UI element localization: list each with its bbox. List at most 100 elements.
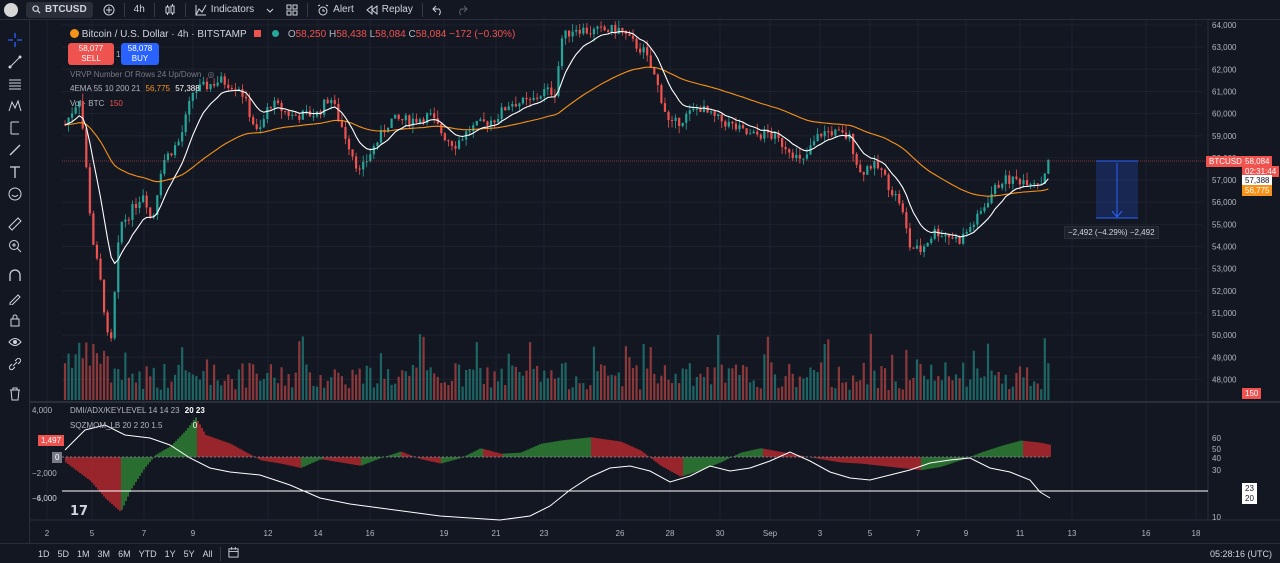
candle-body bbox=[440, 123, 443, 134]
sqzmom-bar bbox=[315, 457, 317, 462]
symbol-search-button[interactable]: BTCUSD bbox=[26, 1, 93, 18]
volume-bar bbox=[241, 363, 244, 400]
buy-button[interactable]: 58,078 BUY bbox=[121, 43, 159, 65]
zoom-tool[interactable] bbox=[7, 238, 23, 254]
volume-bar bbox=[81, 358, 84, 400]
volume-bar bbox=[773, 374, 777, 400]
sqzmom-bar bbox=[377, 457, 379, 460]
range-5d[interactable]: 5D bbox=[57, 548, 70, 559]
sqzmom-bar bbox=[249, 454, 251, 457]
chart-area[interactable]: 64,000 63,000 62,000 61,000 60,000 59,000 58,0… bbox=[30, 20, 1280, 543]
sqzmom-legend[interactable]: SQZMOM_LB 20 2 20 1.5 0 bbox=[70, 421, 197, 430]
candle-body bbox=[781, 138, 784, 147]
ema-fast-badge: 57,388 bbox=[1242, 175, 1273, 186]
volume-bar bbox=[266, 372, 269, 400]
sqzmom-bar bbox=[719, 457, 721, 463]
ruler-tool[interactable] bbox=[7, 216, 23, 232]
candle-body bbox=[390, 118, 393, 128]
dmi-legend[interactable]: DMI/ADX/KEYLEVEL 14 14 23 20 23 bbox=[70, 406, 205, 415]
text-tool[interactable] bbox=[7, 164, 23, 180]
range-5y[interactable]: 5Y bbox=[183, 548, 195, 559]
range-1y[interactable]: 1Y bbox=[164, 548, 176, 559]
candle-body bbox=[702, 105, 706, 112]
sqzmom-bar bbox=[167, 447, 169, 457]
trend-line-tool[interactable] bbox=[7, 54, 23, 70]
pattern-tool[interactable] bbox=[7, 98, 23, 114]
sqzmom-bar bbox=[277, 457, 279, 464]
sqzmom-bar bbox=[79, 457, 81, 473]
keep-drawing-tool[interactable] bbox=[7, 290, 23, 306]
lock-tool[interactable] bbox=[7, 312, 23, 328]
chart-type-button[interactable] bbox=[158, 0, 182, 20]
redo-button[interactable] bbox=[450, 0, 474, 20]
link-tool[interactable] bbox=[7, 356, 23, 372]
sqzmom-bar bbox=[363, 457, 365, 465]
tradingview-logo[interactable]: 17 bbox=[70, 504, 89, 519]
candle-body bbox=[262, 119, 265, 128]
utc-clock[interactable]: 05:28:16 (UTC) bbox=[1209, 548, 1272, 559]
crosshair-tool[interactable] bbox=[7, 32, 23, 48]
price-chart-canvas[interactable]: 64,000 63,000 62,000 61,000 60,000 59,000 58,0… bbox=[30, 20, 1280, 543]
eye-off-icon[interactable]: ◎ bbox=[207, 70, 215, 79]
undo-button[interactable] bbox=[426, 0, 450, 20]
range-3m[interactable]: 3M bbox=[97, 548, 111, 559]
candle-body bbox=[74, 107, 77, 114]
interval-button[interactable]: 4h bbox=[133, 4, 145, 15]
sqzmom-bar bbox=[1041, 442, 1043, 457]
alert-button[interactable]: Alert bbox=[311, 0, 360, 20]
divider bbox=[123, 2, 125, 17]
indicators-button[interactable]: Indicators bbox=[189, 0, 260, 20]
volume-bar bbox=[351, 369, 354, 400]
candle-body bbox=[429, 113, 432, 115]
flag-icon[interactable] bbox=[254, 30, 262, 37]
range-1m[interactable]: 1M bbox=[77, 548, 90, 559]
volume-bar bbox=[408, 375, 411, 400]
delete-tool[interactable] bbox=[7, 386, 23, 402]
osc-right-axis-label: 50 bbox=[1212, 445, 1221, 454]
vrvp-legend[interactable]: VRVP Number Of Rows 24 Up/Down ◎ bbox=[70, 70, 215, 79]
candle-body bbox=[969, 226, 972, 232]
brush-tool[interactable] bbox=[7, 142, 23, 158]
volume-legend[interactable]: Vol · BTC 150 bbox=[70, 99, 123, 108]
ohlc-low-label: L bbox=[369, 29, 376, 40]
candle-body bbox=[1018, 178, 1022, 185]
sqzmom-bar bbox=[387, 455, 389, 457]
sell-button[interactable]: 58,077 SELL bbox=[68, 43, 114, 65]
sqzmom-bar bbox=[85, 457, 87, 478]
price-axis-label: 61,000 bbox=[1212, 87, 1237, 96]
replay-button[interactable]: Replay bbox=[360, 0, 419, 20]
range-1d[interactable]: 1D bbox=[38, 548, 50, 559]
candle-body bbox=[159, 173, 162, 196]
compare-button[interactable] bbox=[97, 0, 121, 20]
range-ytd[interactable]: YTD bbox=[138, 548, 157, 559]
emoji-tool[interactable] bbox=[7, 186, 23, 202]
candle-body bbox=[209, 84, 212, 90]
volume-bar bbox=[415, 367, 418, 400]
sqzmom-bar bbox=[513, 452, 515, 457]
sqzmom-bar bbox=[619, 441, 621, 457]
price-axis-label: 64,000 bbox=[1212, 21, 1237, 30]
sqzmom-bar bbox=[505, 453, 507, 457]
user-avatar[interactable] bbox=[0, 0, 22, 20]
sqzmom-bar bbox=[755, 449, 757, 457]
sqzmom-bar bbox=[353, 457, 355, 465]
sqzmom-bar bbox=[1045, 443, 1047, 457]
sqzmom-bar bbox=[109, 457, 111, 503]
forecast-tool[interactable] bbox=[7, 120, 23, 136]
sqzmom-bar bbox=[723, 457, 725, 462]
hide-tool[interactable] bbox=[7, 334, 23, 350]
ohlc-high-label: H bbox=[328, 29, 337, 40]
sqzmom-bar bbox=[997, 446, 999, 457]
candle-body bbox=[102, 279, 106, 313]
ema-legend[interactable]: 4EMA 55 10 200 21 56,775 57,388 bbox=[70, 84, 200, 93]
range-6m[interactable]: 6M bbox=[118, 548, 131, 559]
sqzmom-bar bbox=[617, 441, 619, 457]
fib-tool[interactable] bbox=[7, 76, 23, 92]
indicators-dropdown[interactable] bbox=[260, 0, 280, 20]
layouts-button[interactable] bbox=[280, 0, 304, 20]
range-all[interactable]: All bbox=[202, 548, 213, 559]
volume-bar bbox=[869, 333, 872, 400]
date-range-button[interactable] bbox=[224, 547, 243, 560]
magnet-tool[interactable] bbox=[7, 268, 23, 284]
candle-body bbox=[127, 219, 130, 221]
